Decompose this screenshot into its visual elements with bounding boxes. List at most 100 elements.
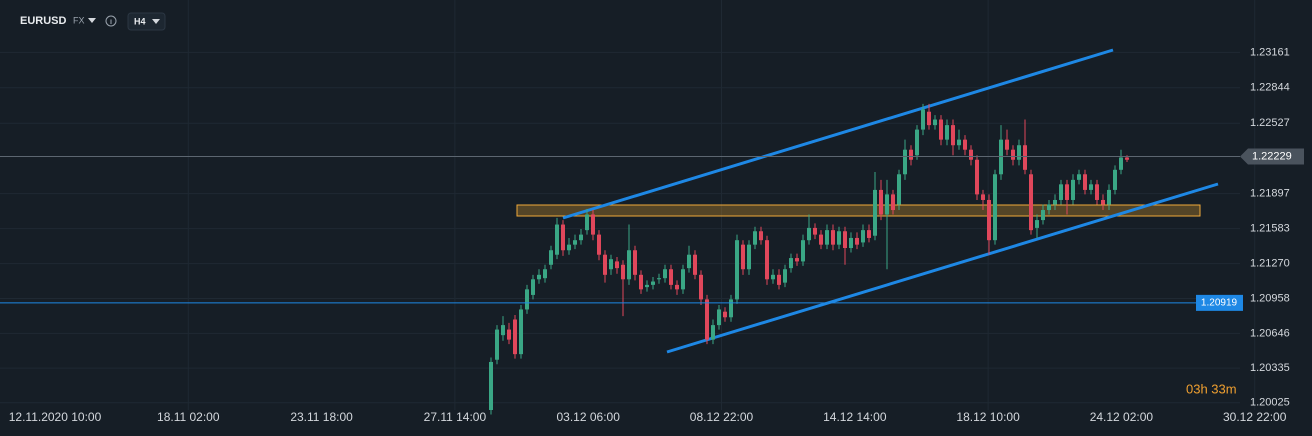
candle-body <box>693 254 697 275</box>
symbol[interactable]: EURUSD <box>20 15 67 27</box>
x-tick-label: 12.11.2020 10:00 <box>9 410 102 424</box>
candle-body <box>795 258 799 262</box>
candle-body <box>1113 169 1117 190</box>
y-tick-label: 1.22527 <box>1250 117 1290 129</box>
candle-body <box>1041 210 1045 221</box>
candle-body <box>975 159 979 195</box>
candle-body <box>933 119 937 126</box>
candle-body <box>657 278 661 280</box>
candle-body <box>663 269 667 279</box>
candle-body <box>897 174 901 205</box>
candle-body <box>945 125 949 140</box>
candle-body <box>501 325 505 336</box>
candle-body <box>735 240 739 300</box>
candle-body <box>597 234 601 255</box>
timeframe-button[interactable] <box>127 12 166 31</box>
candle-body <box>687 254 691 269</box>
candle-body <box>681 269 685 290</box>
candle-body <box>669 269 673 285</box>
candle-timer: 03h 33m <box>1186 381 1237 396</box>
y-tick-label: 1.20958 <box>1250 292 1290 304</box>
x-tick-label: 18.12 10:00 <box>956 410 1020 424</box>
x-tick-label: 14.12 14:00 <box>823 410 887 424</box>
candle-body <box>579 234 583 241</box>
candle-body <box>855 237 859 245</box>
candle-body <box>1035 220 1039 228</box>
candle-body <box>543 269 547 279</box>
candle-body <box>867 230 871 238</box>
x-tick-label: 03.12 06:00 <box>556 410 620 424</box>
candle-body <box>825 230 829 245</box>
candle-body <box>759 231 763 241</box>
candle-body <box>885 194 889 215</box>
candle-body <box>519 309 523 355</box>
x-tick-label: 27.11 14:00 <box>424 410 487 424</box>
support-zone[interactable] <box>516 204 1201 217</box>
level-tag <box>1196 294 1243 311</box>
candle-body <box>903 149 907 175</box>
candle-body <box>1083 174 1087 190</box>
candle-body <box>711 325 715 340</box>
candle-body <box>915 129 919 156</box>
candle-body <box>621 264 625 280</box>
lower-trendline[interactable] <box>666 182 1219 354</box>
candle-body <box>831 230 835 245</box>
candle-body <box>489 361 493 410</box>
y-tick-label: 1.21583 <box>1250 223 1290 235</box>
market: FX <box>73 15 85 25</box>
x-tick-label: 23.11 18:00 <box>290 410 353 424</box>
candle-body <box>765 240 769 280</box>
candle-body <box>627 250 631 280</box>
symbol-dropdown[interactable] <box>88 18 96 23</box>
candle-body <box>1047 204 1051 211</box>
candle-body <box>939 119 943 140</box>
y-tick-label: 1.23161 <box>1250 46 1290 58</box>
candle-body <box>675 284 679 290</box>
info-icon[interactable] <box>105 15 117 27</box>
candle-body <box>507 329 511 340</box>
candle-body <box>651 281 655 285</box>
y-tick-label: 1.20646 <box>1250 327 1290 339</box>
candle-body <box>1059 184 1063 200</box>
candle-body <box>921 109 925 130</box>
candle-body <box>981 194 985 200</box>
candle-body <box>1071 179 1075 200</box>
candle-body <box>909 149 913 160</box>
candle-body <box>747 244 751 270</box>
candle-body <box>879 189 883 215</box>
candle-body <box>807 227 811 241</box>
candle-body <box>1053 199 1057 205</box>
timeframe-dropdown[interactable] <box>152 19 160 24</box>
candle-body <box>585 214 589 231</box>
candle-body <box>645 284 649 288</box>
candle-body <box>573 240 577 245</box>
candle-body <box>1029 174 1033 231</box>
x-tick-label: 24.12 02:00 <box>1090 410 1154 424</box>
candle-body <box>567 244 571 251</box>
candle-body <box>615 261 619 269</box>
upper-trendline[interactable] <box>562 48 1114 220</box>
candle-body <box>1095 184 1099 200</box>
candle-body <box>609 259 613 270</box>
candle-body <box>1101 199 1105 205</box>
candle-body <box>561 224 565 251</box>
candle-body <box>633 250 637 275</box>
candle-body <box>741 244 745 270</box>
level-label: 1.20919 <box>1201 298 1238 309</box>
candle-body <box>843 231 847 249</box>
candle-body <box>927 111 931 126</box>
candle-body <box>801 240 805 262</box>
candle-body <box>1017 145 1021 160</box>
candle-body <box>993 174 997 241</box>
candle-body <box>705 299 709 340</box>
candle-body <box>813 227 817 235</box>
y-tick-label: 1.20335 <box>1250 362 1290 374</box>
current-price-tag <box>1240 148 1304 165</box>
candle-body <box>513 319 517 355</box>
candle-body <box>549 250 553 265</box>
y-tick-label: 1.22844 <box>1250 82 1290 94</box>
candle-body <box>537 274 541 280</box>
